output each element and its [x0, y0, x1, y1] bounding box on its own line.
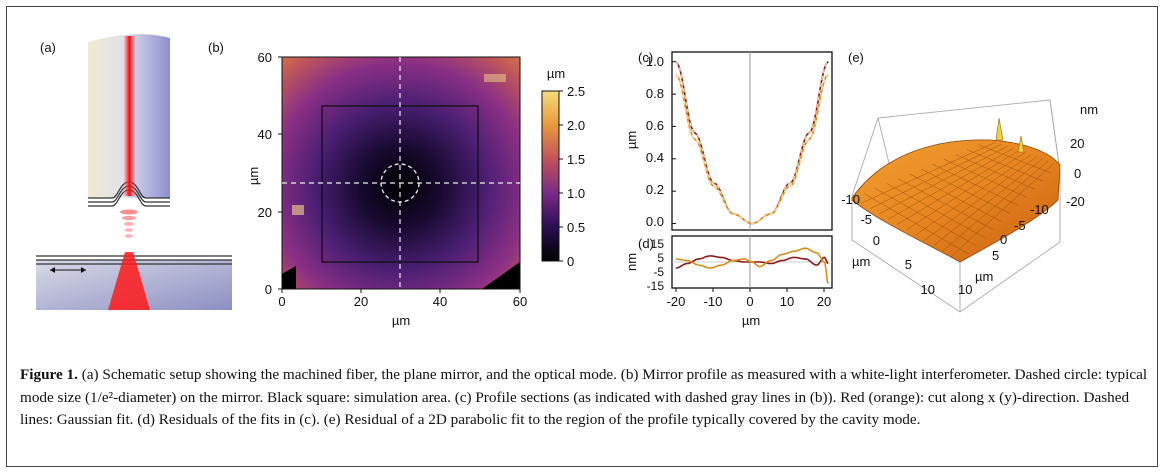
c-ytick: 0.6 [646, 118, 664, 133]
e-right-tick: 10 [958, 282, 972, 297]
b-xtick: 40 [433, 294, 447, 309]
c-curves-fit-0 [675, 61, 829, 225]
c-curves-series-1 [675, 74, 829, 225]
colorbar-tick: 2.5 [567, 84, 585, 99]
e-ztick: 20 [1070, 136, 1084, 151]
d-curves-series-0 [675, 255, 829, 269]
d-xtick: 0 [746, 294, 753, 309]
panel-c-label: (c) [638, 50, 653, 65]
e-left-tick: 0 [873, 233, 880, 248]
b-ytick: 20 [258, 205, 272, 220]
d-xtick: 20 [817, 294, 831, 309]
colorbar-tick: 0 [567, 254, 574, 269]
colorbar-tick: 2.0 [567, 118, 585, 133]
d-xtick: -10 [704, 294, 723, 309]
figure-caption: Figure 1. (a) Schematic setup showing th… [20, 364, 1148, 432]
fiber-core-light [124, 36, 135, 196]
e-right-tick: -5 [1014, 218, 1026, 233]
e-left-tick: -5 [860, 212, 872, 227]
mode-size-circle [380, 163, 420, 203]
caption-label: Figure 1. [20, 366, 78, 383]
cavity-mode [120, 209, 138, 238]
d-ytick: -15 [647, 279, 665, 293]
d-xlabel: µm [742, 313, 760, 328]
e-right-tick: -10 [1030, 202, 1049, 217]
e-left-label: µm [852, 254, 870, 269]
figure-frame [6, 6, 1158, 467]
figure-graphics: (a) (b) [36, 34, 1098, 328]
d-xtick: -20 [667, 294, 686, 309]
e-ztick: -20 [1066, 194, 1085, 209]
panel-a-schematic: (a) [36, 34, 232, 310]
mirror-profile-map [282, 57, 520, 289]
e-left-tick: 5 [905, 257, 912, 272]
c-ytick: 0.2 [646, 182, 664, 197]
b-xlabel: µm [392, 313, 410, 328]
d-xtick: 10 [780, 294, 794, 309]
b-xtick: 0 [278, 294, 285, 309]
d-ylabel: nm [624, 253, 639, 271]
colorbar-unit: µm [547, 66, 565, 81]
e-left-tick: 10 [921, 282, 935, 297]
c-ytick: 1.0 [646, 54, 664, 69]
c-ytick: 0.8 [646, 86, 664, 101]
e-zunit: nm [1080, 102, 1098, 117]
d-ytick: 5 [657, 251, 664, 265]
b-xtick: 60 [513, 294, 527, 309]
colorbar: µm 0 0.5 1.0 1.5 2.0 2.5 [541, 66, 585, 269]
panel-e-label: (e) [848, 50, 864, 65]
d-ytick: 15 [651, 237, 665, 251]
d-curves-series-1 [675, 247, 829, 284]
c-ylabel: µm [624, 131, 639, 149]
surface-grid-line [978, 144, 1052, 174]
e-ztick: 0 [1074, 166, 1081, 181]
c-curves-fit-1 [675, 74, 829, 225]
b-xtick: 20 [354, 294, 368, 309]
caption-text: (a) Schematic setup showing the machined… [20, 366, 1148, 428]
surface-grid-line [941, 160, 1049, 252]
panel-d-residual-plot: (d) 15 5 -5 -15 nm -20 -10 0 10 20 µm [624, 235, 833, 328]
residual-surface [851, 139, 1061, 263]
panel-c-profile-plot: (c) 0.0 0.2 0.4 0.6 0.8 1.0 µm [624, 50, 833, 231]
e-left-tick: -10 [841, 192, 860, 207]
e-right-tick: 5 [992, 248, 999, 263]
panel-d-label: (d) [638, 236, 654, 251]
panel-b-label: (b) [208, 40, 224, 55]
panel-e-surface-plot: (e) nm 20 0 -20 -10 -5 0 5 10 µm 10 5 0 … [841, 50, 1098, 313]
transmitted-beam [108, 252, 150, 310]
c-ytick: 0.4 [646, 150, 664, 165]
e-right-label: µm [975, 269, 993, 284]
d-ytick: -5 [653, 265, 664, 279]
colorbar-tick: 1.5 [567, 152, 585, 167]
panel-b-heatmap: (b) 0 20 40 60 µm 0 20 40 60 µm [208, 40, 585, 328]
colorbar-tick: 0.5 [567, 220, 585, 235]
surface-peak [995, 117, 1004, 141]
translation-arrow [50, 267, 86, 273]
b-ylabel: µm [246, 167, 261, 185]
b-ytick: 60 [258, 50, 272, 65]
e-right-tick: 0 [1000, 232, 1007, 247]
c-ytick: 0.0 [646, 214, 664, 229]
colorbar-tick: 1.0 [567, 186, 585, 201]
b-ytick: 0 [265, 282, 272, 297]
panel-a-label: (a) [40, 40, 56, 55]
surface-grid-line [950, 162, 1055, 257]
b-ytick: 40 [258, 127, 272, 142]
